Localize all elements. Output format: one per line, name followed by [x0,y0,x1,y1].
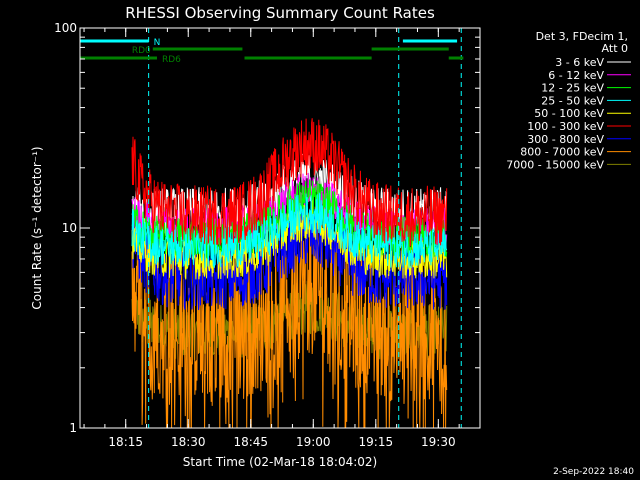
x-tick-label: 19:00 [296,435,331,449]
axes: 1 10 100 18:15 18:30 18:45 19:00 19:15 19:30 [54,21,481,449]
footer-date: 2-Sep-2022 18:40 [553,467,634,477]
legend-label: 25 - 50 keV [541,94,604,107]
x-axis-label: Start Time (02-Mar-18 18:04:02) [183,455,377,469]
x-tick-label: 18:15 [108,435,143,449]
series-line-5 [131,118,448,248]
chart-title: RHESSI Observing Summary Count Rates [125,4,435,22]
legend-header: Att 0 [602,42,628,55]
legend-label: 7000 - 15000 keV [506,158,604,171]
x-tick-label: 19:15 [359,435,394,449]
x-tick-label: 18:45 [233,435,268,449]
y-tick-label: 100 [54,21,77,35]
state-bar-label-2: RD6 [162,55,181,65]
legend-label: 300 - 800 keV [527,133,604,146]
series-line-7 [131,206,448,429]
legend-label: 6 - 12 keV [548,69,604,82]
legend-label: 3 - 6 keV [555,56,604,69]
plot-area [131,118,448,429]
y-tick-label: 10 [62,221,77,235]
legend-label: 800 - 7000 keV [520,146,604,159]
x-tick-label: 19:30 [421,435,456,449]
state-bar-label-0: N [154,38,161,48]
legend-label: 100 - 300 keV [527,120,604,133]
legend-label: 12 - 25 keV [541,82,604,95]
y-axis-label: Count Rate (s⁻¹ detector⁻¹) [30,146,44,309]
y-tick-label: 1 [69,421,77,435]
legend-header: Det 3, FDecim 1, [536,30,628,43]
legend-label: 50 - 100 keV [534,107,604,120]
state-bar-label-1: RD0 [132,46,151,56]
x-tick-label: 18:30 [171,435,206,449]
